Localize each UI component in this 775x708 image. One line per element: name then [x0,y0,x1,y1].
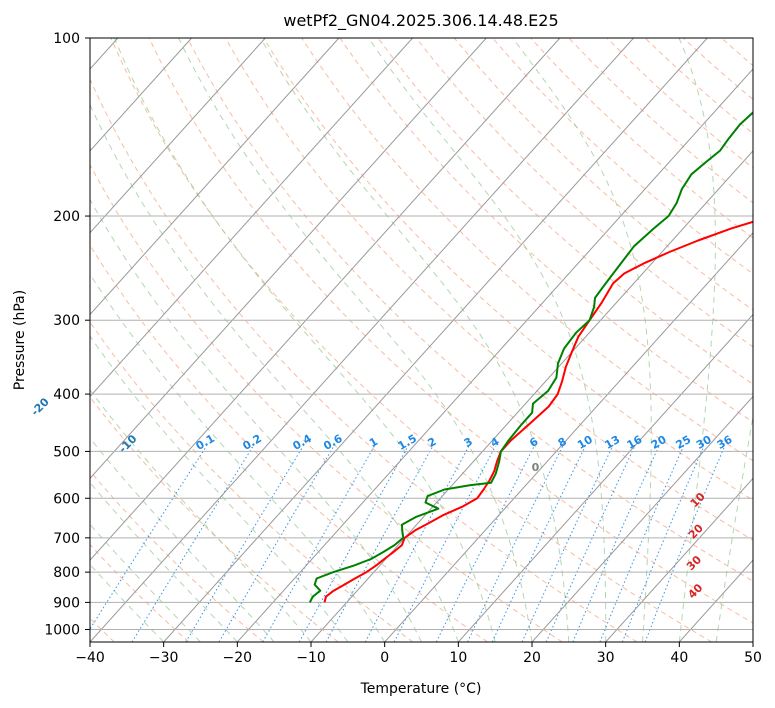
moist-adiabat-line [90,481,238,642]
mixing-ratio-line [393,445,496,642]
y-axis: 100 200 300 400 500 600 700 800 900 1000 [44,31,90,638]
mixing-ratio-line [131,445,254,642]
moist-adiabat-line [715,414,753,642]
x-tick-label: 40 [670,650,688,666]
isotherm-line [90,38,487,480]
y-tick-label: 500 [53,444,80,460]
isotherm-line [90,38,192,152]
data-series [308,111,753,603]
moist-adiabat-line [113,38,496,642]
dry-adiabat-line [90,163,563,642]
plot-frame [89,37,754,643]
mixing-ratio-line [185,445,304,642]
isotherm-line [605,477,753,642]
moist-adiabat-line [678,38,716,642]
isotherm-line [90,38,266,234]
mixing-ratio-line [90,445,207,630]
isotherm-line [310,150,753,642]
moist-adiabat-line [368,38,607,642]
isotherm-line [90,38,340,316]
x-tick-label: 0 [380,650,389,666]
isotherm-line [384,232,753,642]
dry-adiabat-line [90,470,264,642]
y-tick-label: 1000 [44,622,80,638]
temperature-line [323,220,753,603]
dry-adiabat-line [224,38,753,541]
y-tick-label: 800 [53,565,80,581]
y-tick-label: 100 [53,31,80,47]
dewpoint-line [308,111,753,603]
y-axis-title: Pressure (hPa) [12,290,28,390]
isotherm-line [90,38,634,642]
x-tick-label: −20 [223,650,253,666]
isotherm-line [163,38,708,642]
mixing-ratio-line [467,445,564,642]
dry-adiabat-line [90,77,638,642]
moist-adiabat-line [512,38,652,642]
x-tick-label: 50 [744,650,762,666]
x-axis-title: Temperature (°C) [360,681,482,697]
background-lines [90,38,753,642]
x-tick-label: −10 [296,650,326,666]
isotherm-line [90,38,561,561]
y-tick-label: 400 [53,387,80,403]
dry-adiabat-line [415,38,753,348]
y-tick-label: 600 [53,491,80,507]
chart-title: wetPf2_GN04.2025.306.14.48.E25 [283,11,558,31]
isotherm-line [531,395,753,642]
x-tick-label: −30 [149,650,179,666]
moist-adiabat-line [90,103,459,642]
x-tick-label: 20 [523,650,541,666]
moist-adiabat-line [90,198,422,642]
mixing-ratio-line [545,445,636,642]
dry-adiabat-line [186,38,753,582]
isotherm-line [457,313,753,642]
y-tick-label: 300 [53,313,80,329]
y-tick-label: 700 [53,531,80,547]
x-axis: −40 −30 −20 −10 0 10 20 30 40 50 [75,642,762,666]
dry-adiabat-line [148,38,753,624]
dry-adiabat-line [90,244,488,642]
zero-label: 0 [532,461,540,474]
mixing-ratio-line [218,445,335,642]
isotherm-line [236,68,753,642]
dry-adiabat-line [110,38,712,642]
x-tick-label: −40 [75,650,105,666]
dry-adiabat-line [301,38,753,462]
mixing-ratio-line [435,445,535,642]
dry-adiabat-line [263,38,753,501]
grid-lines [90,38,753,642]
x-tick-label: 10 [449,650,467,666]
x-tick-label: 30 [597,650,615,666]
moist-adiabat-line [260,38,570,642]
y-tick-label: 200 [53,209,80,225]
y-tick-label: 900 [53,595,80,611]
isotherm-line [90,38,413,398]
mixing-ratio-line [298,445,409,642]
moist-adiabat-line [90,273,386,642]
mixing-ratio-line [572,445,660,642]
